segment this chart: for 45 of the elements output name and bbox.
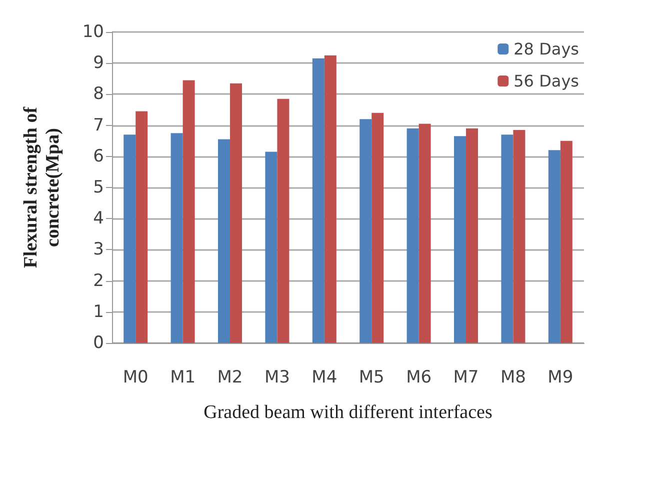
- bar: [182, 80, 195, 343]
- y-axis-title: Flexural strength of concrete(Mpa): [20, 106, 64, 268]
- x-axis-title: Graded beam with different interfaces: [204, 402, 492, 423]
- legend-label: 28 Days: [514, 40, 579, 58]
- y-tick-label: 6: [93, 146, 104, 166]
- x-tick-label: M4: [312, 368, 338, 388]
- bar: [124, 134, 136, 343]
- x-tick-label: M8: [500, 368, 526, 388]
- bar: [372, 112, 384, 343]
- y-tick-label: 8: [93, 84, 104, 104]
- bar: [324, 55, 336, 343]
- legend-label: 56 Days: [514, 72, 579, 90]
- y-tick-label: 1: [93, 302, 104, 322]
- y-tick-label: 10: [82, 22, 104, 42]
- y-tick-label: 0: [93, 333, 104, 353]
- bar: [312, 58, 324, 343]
- y-tick-label: 3: [93, 240, 104, 260]
- bar: [230, 83, 242, 343]
- y-tick-label: 7: [93, 115, 104, 136]
- x-tick-label: M6: [406, 368, 432, 388]
- x-tick-label: M2: [217, 368, 243, 388]
- y-tick-label: 5: [93, 178, 104, 198]
- x-tick-label: M5: [358, 368, 384, 388]
- bar: [513, 130, 526, 343]
- x-tick-label: M7: [453, 368, 479, 388]
- bar: [560, 140, 572, 343]
- bar: [265, 152, 278, 343]
- y-tick-label: 2: [93, 270, 104, 291]
- bar: [360, 119, 372, 343]
- y-tick-label: 4: [93, 208, 104, 229]
- bar: [218, 139, 230, 343]
- bar: [136, 111, 148, 343]
- bar: [406, 128, 419, 343]
- x-tick-label: M0: [122, 368, 148, 388]
- x-tick-label: M3: [264, 368, 290, 388]
- bar: [548, 150, 560, 343]
- bar: [418, 124, 431, 343]
- bar: [277, 98, 290, 343]
- bar: [466, 128, 478, 343]
- x-tick-label: M9: [548, 368, 574, 388]
- x-tick-label: M1: [170, 368, 196, 388]
- bar: [454, 136, 466, 343]
- bar: [501, 134, 514, 343]
- bar: [170, 133, 183, 343]
- y-tick-label: 9: [93, 53, 104, 74]
